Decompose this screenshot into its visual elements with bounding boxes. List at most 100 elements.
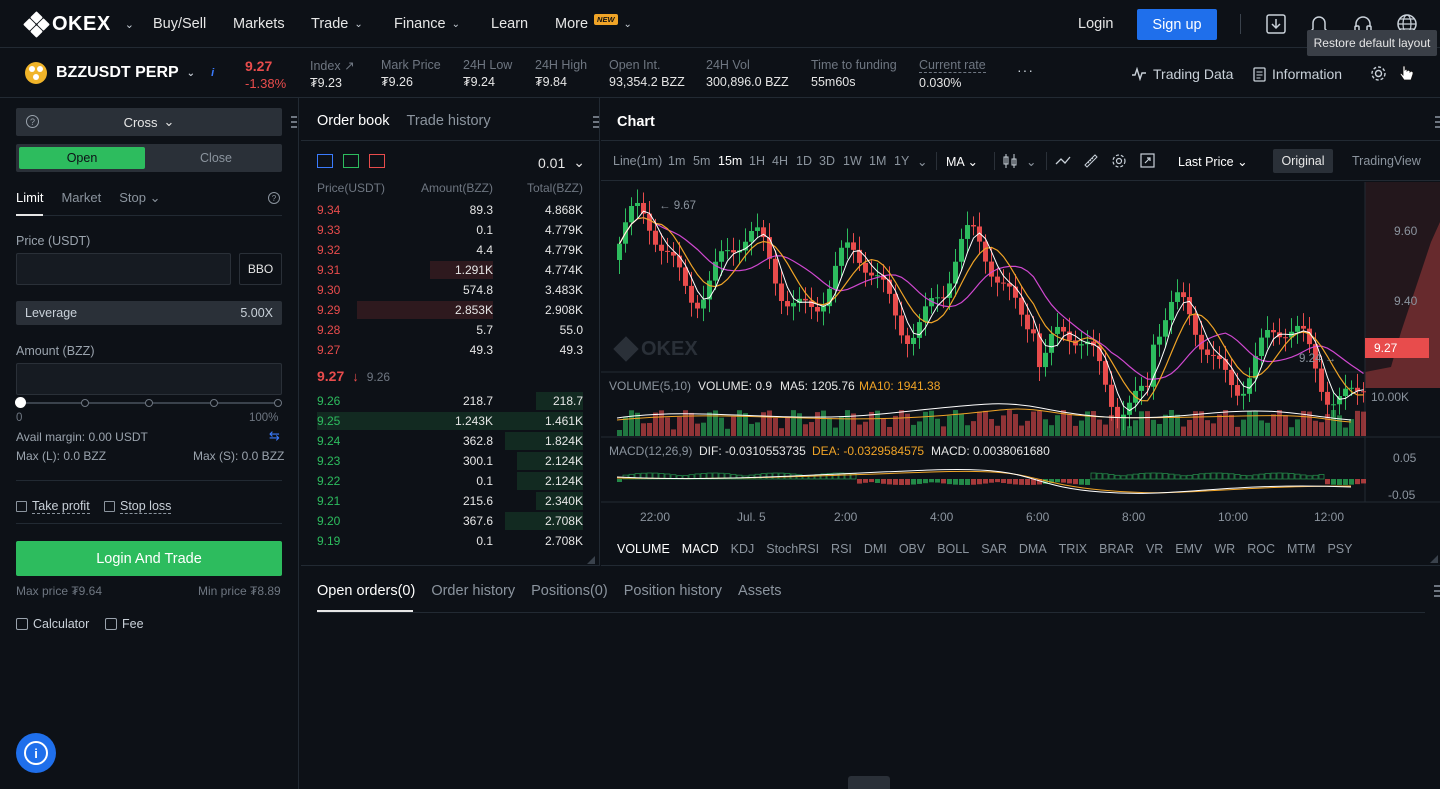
- tradingview-view-button[interactable]: TradingView: [1352, 154, 1421, 168]
- settings-gear-icon[interactable]: [1370, 65, 1387, 82]
- orderbook-ask-row[interactable]: 9.27 49.3 49.3: [317, 341, 583, 359]
- candlestick-type-icon[interactable]: [1003, 153, 1017, 169]
- ruler-icon[interactable]: [1083, 153, 1099, 169]
- more-stats-button[interactable]: ···: [1017, 62, 1034, 78]
- nav-trade[interactable]: Trade ⌄: [311, 16, 363, 32]
- orderbook-ask-row[interactable]: 9.32 4.4 4.779K: [317, 241, 583, 259]
- both-sides-view-icon[interactable]: [317, 154, 333, 168]
- nav-finance[interactable]: Finance ⌄: [394, 16, 460, 32]
- interval-15m[interactable]: 15m: [718, 154, 743, 168]
- orderbook-ask-row[interactable]: 9.33 0.1 4.779K: [317, 221, 583, 239]
- drag-handle-icon[interactable]: [1435, 116, 1440, 130]
- line-tool-icon[interactable]: [1055, 154, 1071, 168]
- candlestick-chart[interactable]: OKEX ← 9.67 9.24 → 9.60 9.40 9.27 10.00K 0.05 -0…: [601, 182, 1440, 535]
- interval-1m[interactable]: 1m: [668, 154, 686, 168]
- bell-icon[interactable]: [1308, 13, 1330, 35]
- tab-open-orders[interactable]: Open orders(0): [317, 583, 416, 599]
- indicator-kdj[interactable]: KDJ: [730, 542, 755, 556]
- orderbook-bid-row[interactable]: 9.26 218.7 218.7: [317, 392, 583, 410]
- indicator-psy[interactable]: PSY: [1327, 542, 1353, 556]
- indicator-wr[interactable]: WR: [1214, 542, 1236, 556]
- interval-1y[interactable]: 1Y: [894, 154, 910, 168]
- nav-buy-sell[interactable]: Buy/Sell: [153, 16, 207, 32]
- indicator-stochrsi[interactable]: StochRSI: [766, 542, 820, 556]
- precision-select[interactable]: 0.01 ⌄: [538, 154, 585, 171]
- slider-knob[interactable]: [15, 397, 26, 408]
- resize-handle-icon[interactable]: [1430, 555, 1438, 563]
- interval-5m[interactable]: 5m: [693, 154, 711, 168]
- interval-1d[interactable]: 1D: [796, 154, 812, 168]
- orderbook-ask-row[interactable]: 9.30 574.8 3.483K: [317, 281, 583, 299]
- interval-1mo[interactable]: 1M: [869, 154, 887, 168]
- orderbook-bid-row[interactable]: 9.20 367.6 2.708K: [317, 512, 583, 530]
- indicator-vr[interactable]: VR: [1145, 542, 1164, 556]
- info-icon[interactable]: i: [211, 67, 215, 79]
- interval-1h[interactable]: 1H: [749, 154, 765, 168]
- help-icon[interactable]: ?: [268, 192, 280, 204]
- stop-loss-checkbox[interactable]: Stop loss: [104, 499, 172, 514]
- tab-order-book[interactable]: Order book: [317, 113, 390, 129]
- help-icon[interactable]: ?: [26, 115, 39, 128]
- orderbook-bid-row[interactable]: 9.19 0.1 2.708K: [317, 532, 583, 550]
- tab-limit[interactable]: Limit: [16, 190, 44, 205]
- take-profit-checkbox[interactable]: Take profit: [16, 499, 90, 514]
- close-tab[interactable]: Close: [200, 151, 232, 165]
- nav-more[interactable]: More NEW ⌄: [555, 13, 632, 32]
- signup-button[interactable]: Sign up: [1137, 9, 1217, 40]
- orderbook-bid-row[interactable]: 9.24 362.8 1.824K: [317, 432, 583, 450]
- leverage-select[interactable]: Leverage 5.00X: [16, 301, 282, 325]
- login-button[interactable]: Login: [1078, 16, 1114, 32]
- orderbook-ask-row[interactable]: 9.34 89.3 4.868K: [317, 201, 583, 219]
- fee-button[interactable]: Fee: [105, 617, 144, 631]
- original-view-button[interactable]: Original: [1273, 149, 1333, 173]
- indicator-dma[interactable]: DMA: [1018, 542, 1047, 556]
- orderbook-bid-row[interactable]: 9.25 1.243K 1.461K: [317, 412, 583, 430]
- orderbook-bid-row[interactable]: 9.23 300.1 2.124K: [317, 452, 583, 470]
- interval-3d[interactable]: 3D: [819, 154, 835, 168]
- tab-assets[interactable]: Assets: [738, 583, 782, 599]
- drag-handle-icon[interactable]: [593, 116, 599, 130]
- indicator-brar[interactable]: BRAR: [1099, 542, 1134, 556]
- chevron-down-icon[interactable]: ⌄: [917, 155, 928, 169]
- chevron-down-icon[interactable]: ⌄: [124, 18, 135, 31]
- margin-mode-select[interactable]: ? Cross ⌄: [16, 108, 282, 136]
- login-and-trade-button[interactable]: Login And Trade: [16, 541, 282, 576]
- resize-handle-icon[interactable]: [587, 556, 595, 564]
- stat-current-rate[interactable]: Current rate 0.030%: [919, 58, 986, 90]
- orderbook-ask-row[interactable]: 9.28 5.7 55.0: [317, 321, 583, 339]
- drag-handle-icon[interactable]: [1434, 585, 1440, 599]
- information-link[interactable]: Information: [1253, 66, 1342, 82]
- indicator-mtm[interactable]: MTM: [1286, 542, 1316, 556]
- nav-learn[interactable]: Learn: [491, 16, 529, 32]
- indicator-select[interactable]: MA ⌄: [946, 155, 979, 169]
- asks-only-view-icon[interactable]: [369, 154, 385, 168]
- orderbook-ask-row[interactable]: 9.31 1.291K 4.774K: [317, 261, 583, 279]
- stat-index[interactable]: Index ↗ ₮9.23: [310, 59, 355, 90]
- indicator-rsi[interactable]: RSI: [831, 542, 852, 556]
- download-icon[interactable]: [1265, 13, 1287, 35]
- open-tab[interactable]: Open: [19, 147, 145, 169]
- price-input[interactable]: [16, 253, 231, 285]
- calculator-button[interactable]: Calculator: [16, 617, 89, 631]
- bids-only-view-icon[interactable]: [343, 154, 359, 168]
- indicator-macd[interactable]: MACD: [681, 542, 719, 556]
- trading-data-link[interactable]: Trading Data: [1131, 66, 1233, 82]
- chevron-down-icon[interactable]: ⌄: [1026, 155, 1037, 169]
- bbo-button[interactable]: BBO: [239, 253, 282, 285]
- interval-1w[interactable]: 1W: [843, 154, 862, 168]
- indicator-emv[interactable]: EMV: [1175, 542, 1203, 556]
- brand-logo[interactable]: OKEX ⌄: [23, 11, 135, 38]
- indicator-boll[interactable]: BOLL: [937, 542, 970, 556]
- help-chat-button[interactable]: i: [16, 733, 56, 773]
- transfer-icon[interactable]: ⇆: [269, 428, 280, 443]
- interval-4h[interactable]: 4H: [772, 154, 788, 168]
- panel-resize-handle[interactable]: [848, 776, 890, 789]
- tab-order-history[interactable]: Order history: [431, 583, 516, 599]
- interval-line-1m[interactable]: Line(1m): [613, 154, 663, 168]
- pair-selector[interactable]: BZZUSDT PERP ⌄ i: [56, 64, 215, 81]
- price-type-select[interactable]: Last Price ⌄: [1178, 155, 1248, 169]
- amount-slider[interactable]: [16, 399, 282, 407]
- orderbook-ask-row[interactable]: 9.29 2.853K 2.908K: [317, 301, 583, 319]
- tab-stop[interactable]: Stop ⌄: [119, 190, 161, 205]
- tab-market[interactable]: Market: [61, 190, 102, 205]
